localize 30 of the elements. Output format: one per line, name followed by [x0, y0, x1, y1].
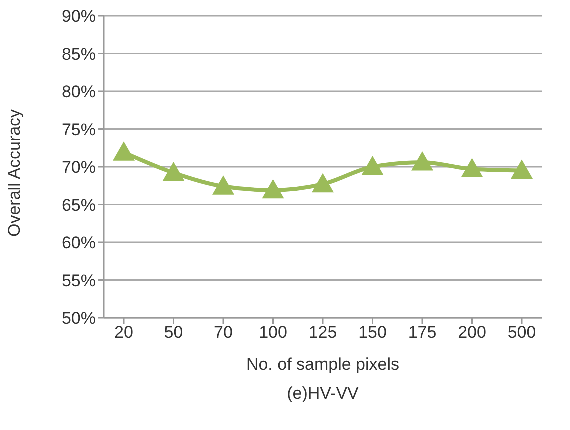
x-tick-label: 20: [114, 323, 134, 342]
y-tick-label: 75%: [62, 120, 96, 140]
x-tick-label: 125: [308, 323, 338, 342]
y-tick-label: 70%: [62, 158, 96, 178]
y-tick-label: 85%: [62, 44, 96, 64]
point: [113, 142, 135, 161]
point: [511, 160, 533, 180]
y-tick-label: 60%: [62, 234, 96, 253]
point: [312, 173, 334, 193]
x-tick-label: 500: [508, 323, 536, 342]
point: [262, 179, 284, 199]
x-tick-label: 50: [164, 323, 184, 342]
x-axis-title: No. of sample pixels: [246, 355, 400, 374]
text: (e)HV-VV: [286, 384, 360, 404]
x-tick-label: 150: [358, 323, 387, 342]
x-tick-label: 70: [214, 323, 233, 342]
y-tick-label: 90%: [62, 7, 96, 26]
y-tick-label: 50%: [62, 309, 96, 328]
y-tick-label: 80%: [62, 82, 96, 102]
point: [212, 176, 234, 195]
point: [412, 151, 434, 171]
point: [162, 162, 185, 182]
point: [362, 156, 384, 176]
x-tick-label: 100: [259, 323, 288, 342]
y-tick-label: 55%: [62, 271, 96, 290]
y-axis-title: Overall Accuracy: [5, 108, 24, 237]
x-tick-label: 200: [458, 323, 486, 342]
point: [461, 158, 484, 178]
x-tick-label: 175: [408, 323, 437, 342]
y-tick-label: 65%: [62, 196, 96, 215]
